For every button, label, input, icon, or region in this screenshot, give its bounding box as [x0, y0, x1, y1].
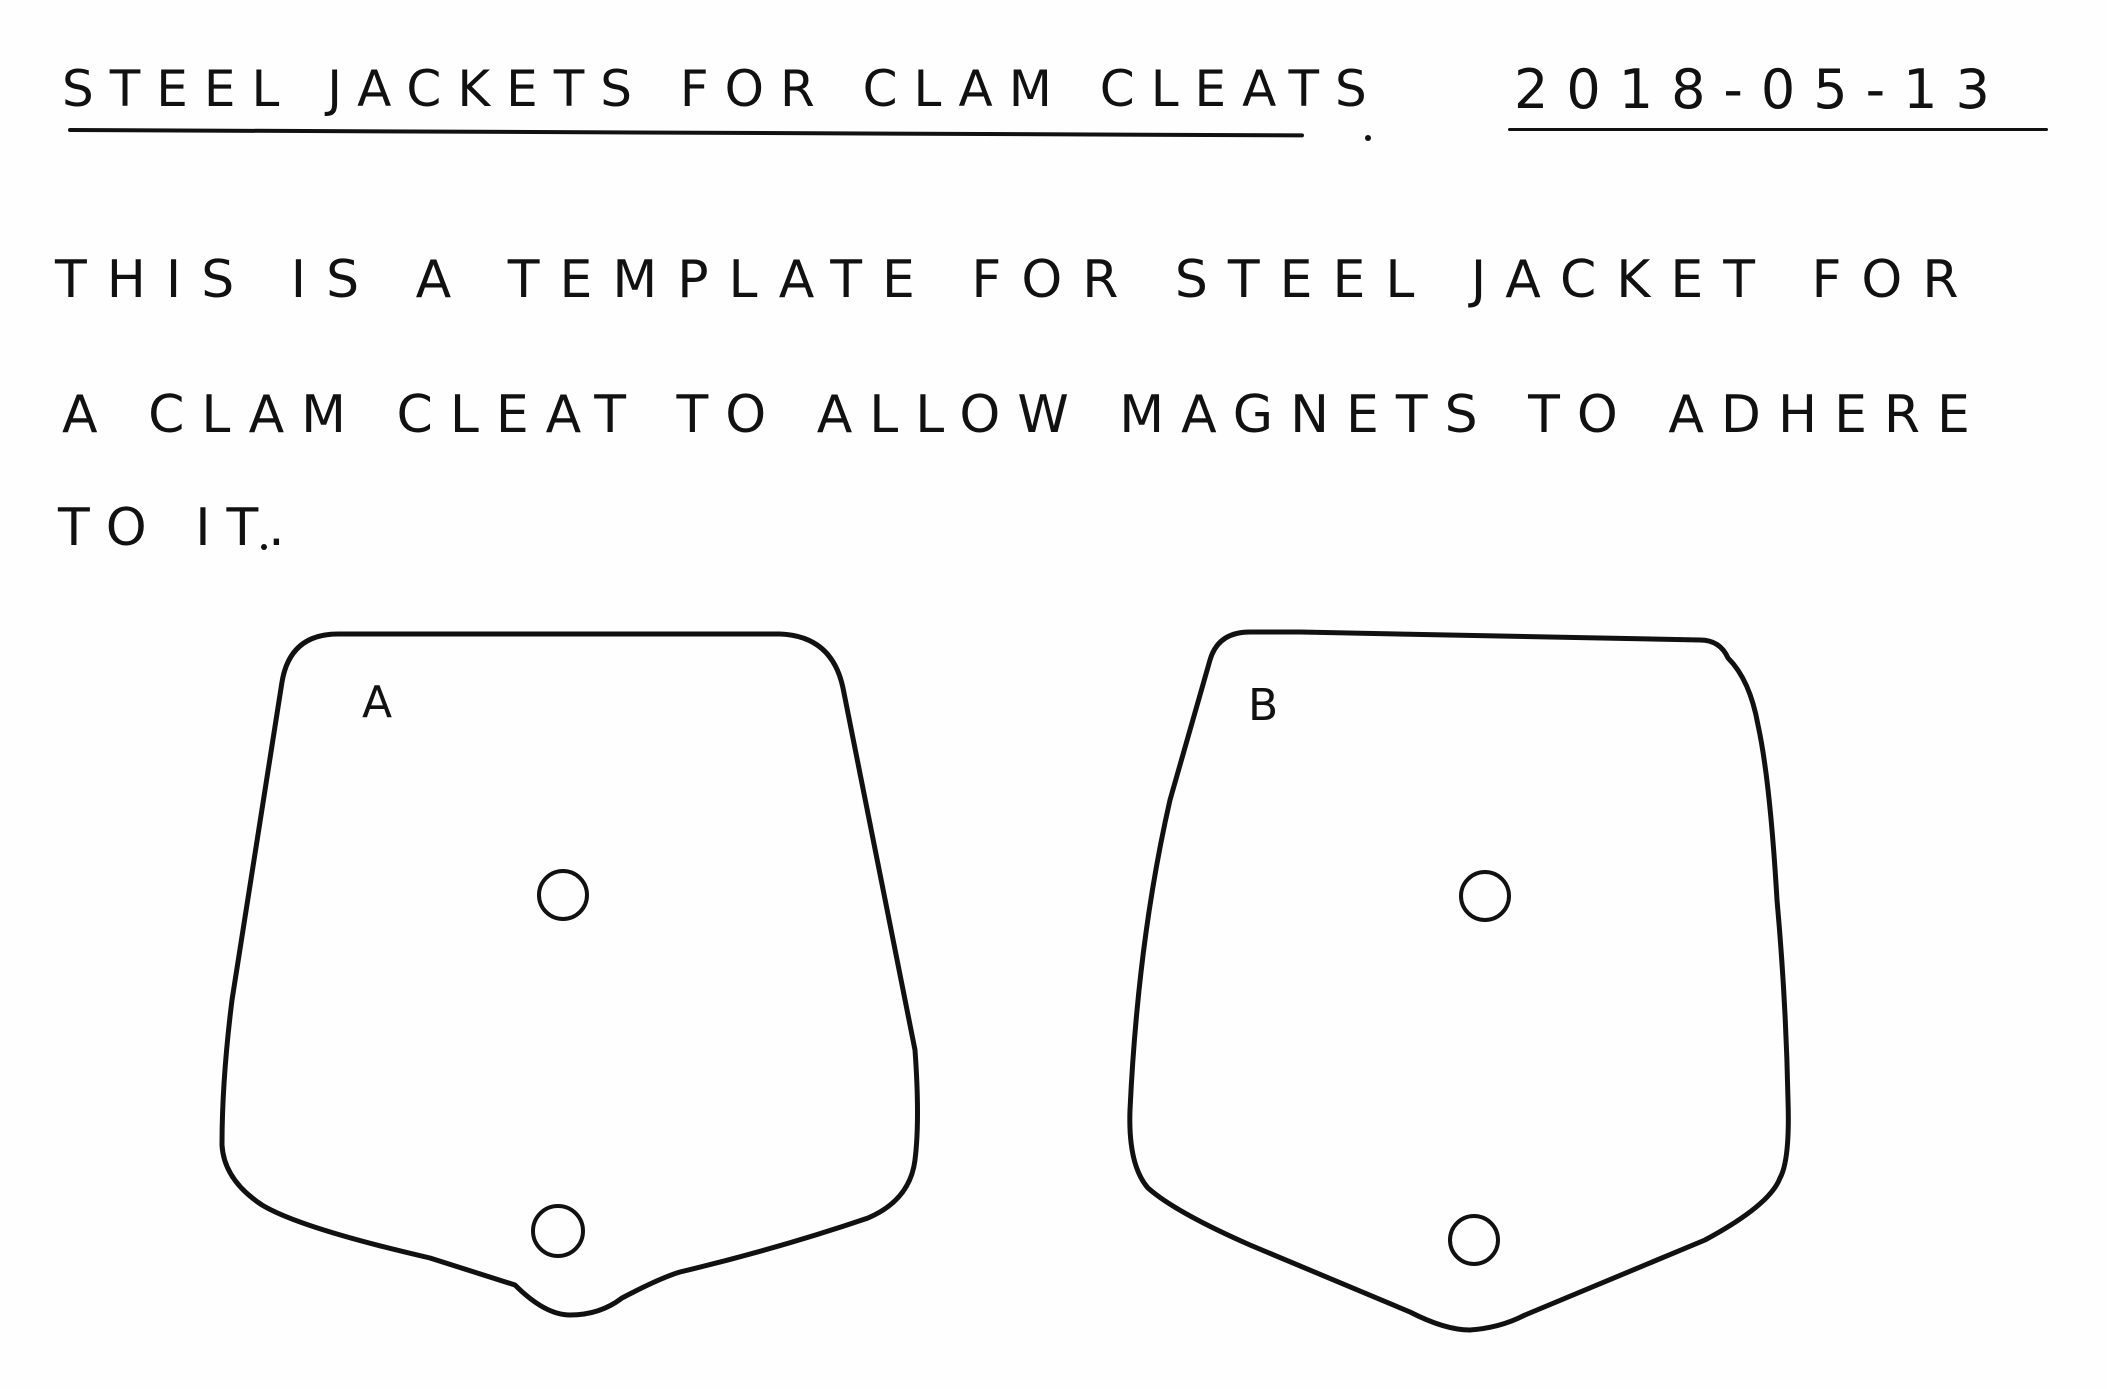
template-b-hole-upper: [1459, 870, 1511, 922]
sheet-title: STEEL JACKETS FOR CLAM CLEATS: [62, 60, 1383, 118]
date-underline: [1508, 128, 2048, 131]
template-a-hole-lower: [531, 1204, 585, 1258]
template-b-outline: [1127, 629, 1791, 1333]
template-a-hole-upper: [537, 869, 589, 921]
description-line-2: A CLAM CLEAT TO ALLOW MAGNETS TO ADHERE: [62, 385, 1987, 445]
template-b-hole-lower: [1448, 1214, 1500, 1266]
template-b: B: [1127, 629, 1791, 1333]
template-a: A: [219, 631, 920, 1318]
description-line-1: THIS IS A TEMPLATE FOR STEEL JACKET FOR: [55, 250, 1979, 310]
sheet-date: 2018-05-13: [1514, 58, 2008, 121]
description-line-3: TO IT.: [58, 498, 301, 558]
template-a-outline: [219, 631, 920, 1318]
template-a-label: A: [362, 677, 392, 728]
paper-speck: [1365, 135, 1371, 141]
paper-speck: [261, 544, 267, 550]
template-b-label: B: [1248, 680, 1278, 731]
